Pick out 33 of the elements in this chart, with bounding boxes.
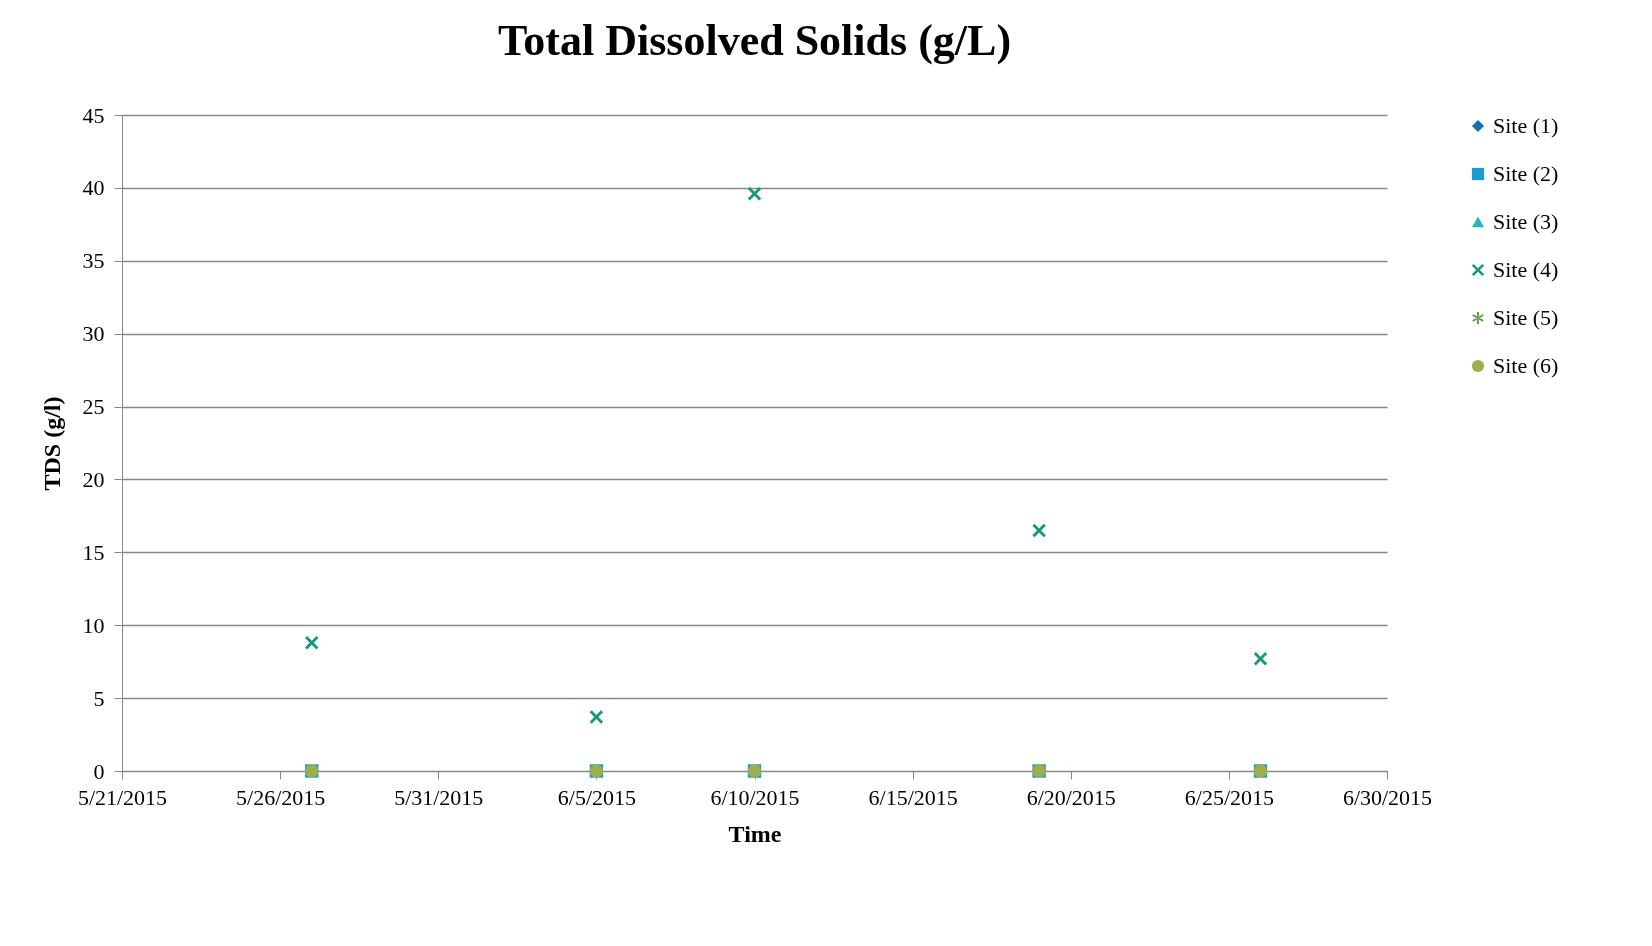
x-tick-label: 6/20/2015 [1026, 784, 1116, 810]
x-axis-title: Time [728, 820, 782, 847]
legend-label: Site (5) [1493, 305, 1559, 330]
y-tick-label: 10 [82, 612, 105, 638]
y-tick-label: 5 [93, 685, 105, 711]
y-tick-label: 40 [82, 175, 105, 201]
x-tick-label: 5/31/2015 [394, 784, 484, 810]
legend-label: Site (3) [1493, 209, 1559, 234]
y-tick-label: 45 [82, 102, 105, 128]
legend-label: Site (2) [1493, 161, 1559, 186]
x-tick-label: 6/30/2015 [1342, 784, 1433, 810]
y-tick-label: 30 [82, 321, 105, 347]
x-tick-label: 6/15/2015 [868, 784, 958, 810]
chart-title: Total Dissolved Solids (g/L) [497, 16, 1012, 65]
legend-label: Site (6) [1493, 353, 1559, 378]
x-tick-label: 6/25/2015 [1184, 784, 1274, 810]
x-tick-label: 5/26/2015 [236, 784, 326, 810]
y-tick-label: 20 [82, 466, 105, 492]
y-tick-label: 25 [82, 394, 105, 420]
point [1032, 523, 1046, 538]
point [305, 636, 319, 650]
y-tick-label: 15 [82, 539, 105, 565]
legend-label: Site (1) [1493, 113, 1559, 138]
point [589, 710, 604, 724]
x-tick-label: 6/10/2015 [710, 784, 800, 810]
x-tick-label: 5/21/2015 [77, 784, 168, 810]
legend-label: Site (4) [1493, 257, 1559, 282]
x-tick-label: 6/5/2015 [557, 784, 636, 810]
y-axis-title: TDS (g/l) [38, 396, 65, 491]
point [747, 187, 762, 201]
point [1253, 652, 1268, 666]
y-tick-label: 35 [82, 248, 105, 274]
y-tick-label: 0 [93, 758, 105, 784]
